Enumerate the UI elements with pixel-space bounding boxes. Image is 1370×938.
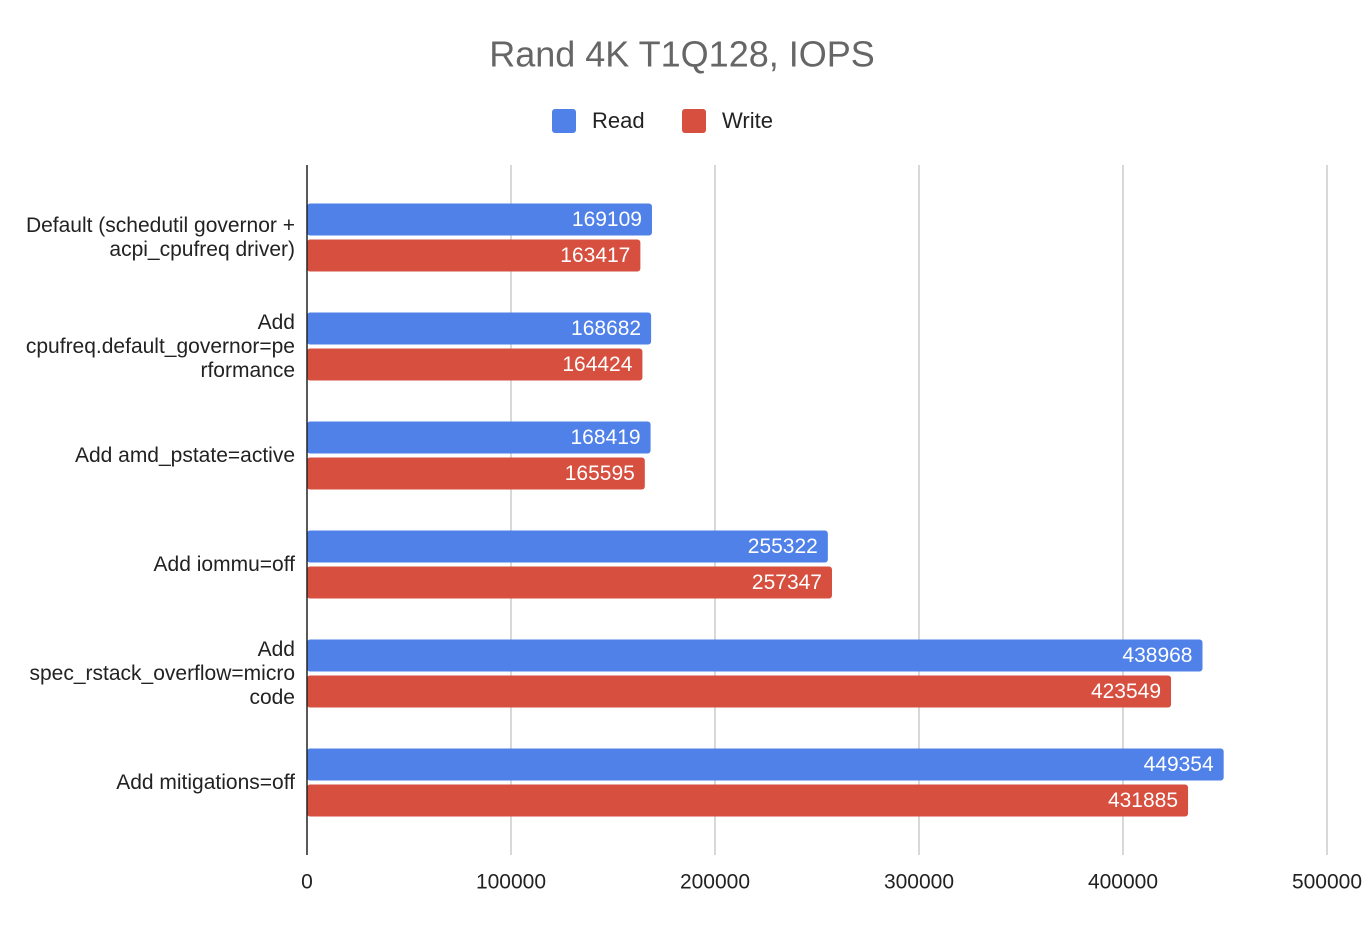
value-label: 165595 [565,462,635,485]
bar [307,566,832,599]
legend-label: Write [722,108,773,133]
y-tick-label: Add mitigations=off [116,770,295,794]
bar [307,639,1203,672]
x-tick-label: 400000 [1088,871,1158,894]
value-label: 163417 [560,244,630,267]
value-label: 449354 [1144,753,1214,776]
legend-swatch [552,109,576,133]
bar [307,457,645,490]
bar [307,748,1224,781]
y-tick-label: Add spec_rstack_overflow=microcode [29,637,295,709]
x-tick-label: 200000 [680,871,750,894]
x-tick-label: 100000 [476,871,546,894]
x-tick-label: 500000 [1292,871,1362,894]
value-label: 255322 [748,535,818,558]
y-tick-label: Default (schedutil governor + acpi_cpufr… [25,213,295,261]
value-label: 168419 [570,426,640,449]
legend-label: Read [592,108,645,133]
bar [307,784,1189,817]
value-label: 169109 [572,208,642,231]
chart-title: Rand 4K T1Q128, IOPS [489,34,875,75]
x-tick-label: 0 [301,871,313,894]
bar [307,530,828,563]
value-label: 164424 [562,353,632,376]
bar [307,421,651,454]
bar [307,675,1172,708]
bar [307,239,641,272]
bar [307,348,643,381]
value-label: 168682 [571,317,641,340]
bar [307,312,652,345]
legend-swatch [682,109,706,133]
y-tick-label: Add iommu=off [153,552,295,576]
x-tick-label: 300000 [884,871,954,894]
value-label: 431885 [1108,789,1178,812]
value-label: 423549 [1091,680,1161,703]
bar [307,203,652,236]
y-tick-label: Add cpufreq.default_governor=performance [25,310,295,382]
value-label: 438968 [1122,644,1192,667]
y-tick-label: Add amd_pstate=active [74,443,295,467]
value-label: 257347 [752,571,822,594]
